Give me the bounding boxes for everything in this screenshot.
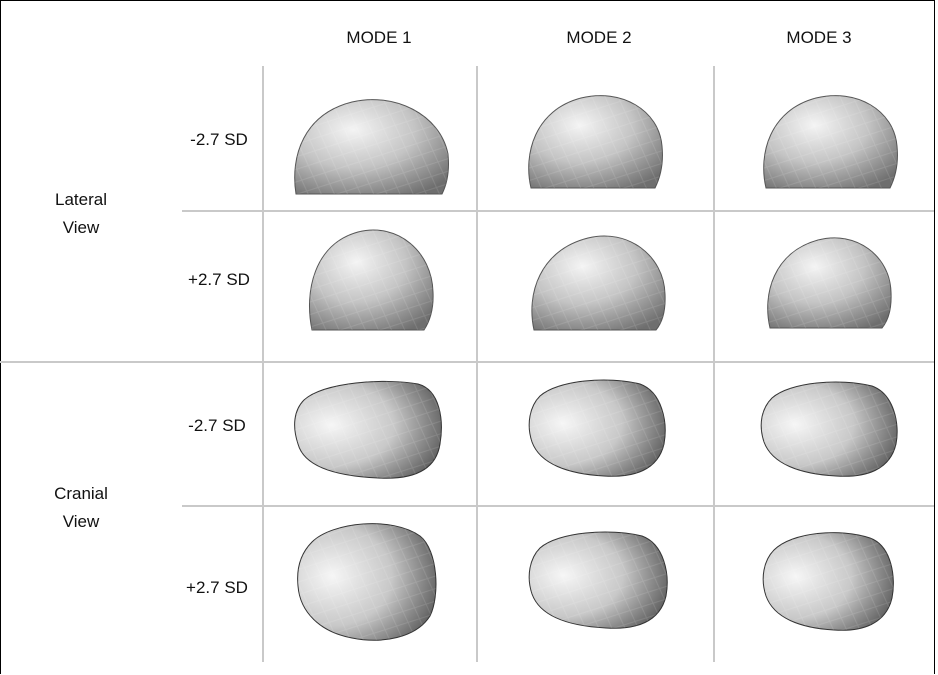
column-header-mode-1: MODE 1 — [346, 28, 412, 47]
group-label-line: View — [62, 218, 100, 237]
lateral-shape-mode-3-minus — [763, 95, 898, 189]
cranial-shape-mode-1-plus — [297, 523, 437, 641]
grid-line-horizontal — [182, 210, 934, 212]
row-label-cranial-plus: +2.7 SD — [186, 578, 248, 597]
group-label-line: Lateral — [55, 190, 107, 209]
lateral-shape-mode-2-plus — [531, 235, 666, 331]
lateral-shape-mode-1-minus — [294, 99, 449, 195]
grid-line-horizontal — [182, 505, 934, 507]
grid-line-vertical — [476, 66, 478, 662]
group-label-line: Cranial — [54, 484, 108, 503]
column-header-mode-3: MODE 3 — [786, 28, 852, 47]
cranial-shape-mode-3-minus — [760, 381, 898, 477]
cranial-shape-mode-1-minus — [294, 380, 442, 479]
grid-line-vertical — [262, 66, 264, 662]
column-header-mode-2: MODE 2 — [566, 28, 632, 47]
lateral-shape-mode-1-plus — [309, 229, 434, 331]
lateral-shape-mode-3-plus — [767, 237, 892, 329]
row-label-lateral-plus: +2.7 SD — [188, 270, 250, 289]
grid-line-vertical — [713, 66, 715, 662]
group-label-cranial-view: Cranial View — [36, 480, 126, 536]
group-label-line: View — [62, 512, 100, 531]
cranial-shape-mode-3-plus — [762, 532, 894, 631]
grid-line-horizontal — [0, 361, 934, 363]
lateral-shape-mode-2-minus — [528, 95, 663, 189]
cranial-shape-mode-2-plus — [528, 531, 668, 629]
row-label-lateral-minus: -2.7 SD — [190, 130, 248, 149]
group-label-lateral-view: Lateral View — [36, 186, 126, 242]
row-label-cranial-minus: -2.7 SD — [188, 416, 246, 435]
cranial-shape-mode-2-minus — [528, 379, 666, 477]
